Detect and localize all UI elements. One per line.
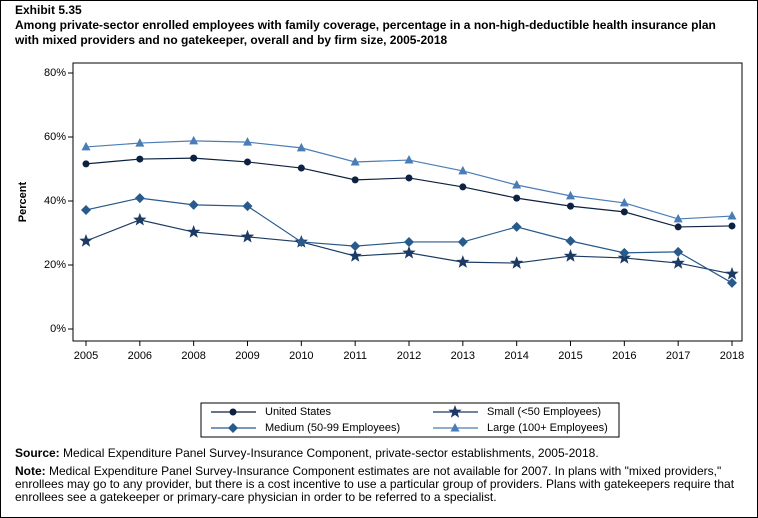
marker	[448, 405, 462, 418]
x-tick-label: 2013	[451, 350, 475, 362]
marker	[619, 247, 630, 258]
marker	[511, 221, 522, 232]
x-tick-label: 2008	[181, 350, 205, 362]
marker	[725, 267, 739, 280]
x-tick-label: 2018	[720, 350, 744, 362]
marker	[81, 141, 91, 151]
marker	[513, 194, 521, 202]
marker	[671, 256, 685, 269]
legend-label: Small (<50 Employees)	[487, 406, 601, 418]
series-line	[85, 157, 733, 228]
marker	[243, 137, 252, 146]
x-tick-label: 2015	[558, 350, 582, 362]
y-tick-label: 0%	[50, 323, 66, 335]
x-tick-label: 2016	[612, 350, 636, 362]
chart-title: Among private-sector enrolled employees …	[15, 18, 716, 47]
marker	[135, 138, 145, 147]
marker	[458, 165, 468, 175]
marker	[566, 190, 575, 200]
marker	[134, 193, 145, 204]
marker	[242, 201, 253, 212]
source: Source: Medical Expenditure Panel Survey…	[15, 447, 745, 460]
marker	[228, 423, 238, 433]
legend-box	[200, 402, 620, 438]
marker	[189, 135, 199, 145]
marker	[190, 154, 198, 162]
marker	[188, 199, 199, 210]
marker	[350, 241, 361, 252]
marker	[457, 236, 468, 247]
marker	[244, 158, 251, 166]
x-tick-label: 2009	[235, 350, 259, 362]
marker	[240, 229, 255, 243]
note-label: Note:	[15, 464, 46, 478]
marker	[450, 423, 460, 432]
marker	[563, 249, 578, 262]
note-text: Medical Expenditure Panel Survey-Insuran…	[15, 464, 735, 504]
marker	[619, 197, 629, 207]
marker	[674, 223, 682, 231]
marker	[296, 236, 307, 247]
y-tick-label: 20%	[44, 259, 66, 271]
marker	[404, 155, 414, 164]
marker	[673, 213, 683, 223]
y-tick-label: 60%	[44, 131, 66, 143]
marker	[727, 211, 737, 220]
marker	[567, 202, 574, 210]
y-tick-label: 80%	[44, 67, 66, 79]
header: Exhibit 5.35 Among private-sector enroll…	[15, 3, 735, 48]
marker	[79, 234, 93, 247]
marker	[350, 156, 360, 166]
legend-label: United States	[265, 406, 332, 418]
x-tick-label: 2012	[397, 350, 421, 362]
marker	[296, 142, 306, 152]
marker	[404, 236, 414, 247]
exhibit: Exhibit 5.35	[15, 3, 82, 17]
x-tick-label: 2011	[343, 350, 367, 362]
marker	[673, 246, 684, 257]
x-tick-label: 2017	[666, 350, 690, 362]
marker	[459, 183, 467, 191]
marker	[229, 408, 237, 416]
chart: 0% 20% 40% 60% 80% 2005 2006 2008 2009 2010 2011 20…	[17, 62, 744, 438]
marker	[82, 160, 90, 168]
marker	[402, 245, 416, 259]
marker	[405, 174, 413, 182]
marker	[136, 155, 144, 163]
marker	[728, 222, 736, 230]
marker	[456, 255, 470, 268]
x-tick-label: 2014	[504, 350, 528, 362]
marker	[297, 164, 305, 172]
marker	[620, 208, 628, 216]
source-text: Medical Expenditure Panel Survey-Insuran…	[63, 446, 599, 460]
marker	[512, 180, 522, 189]
legend-label: Medium (50-99 Employees)	[265, 422, 400, 434]
marker	[187, 225, 201, 238]
marker	[565, 236, 576, 246]
marker	[348, 249, 362, 262]
marker	[727, 277, 737, 288]
note: Note: Medical Expenditure Panel Survey-I…	[15, 465, 745, 504]
x-tick-label: 2005	[74, 350, 98, 362]
source-label: Source:	[15, 446, 60, 460]
marker	[133, 212, 147, 226]
y-tick-label: 40%	[44, 195, 66, 207]
marker	[351, 176, 359, 184]
x-tick-label: 2006	[128, 350, 152, 362]
x-tick-label: 2010	[289, 350, 313, 362]
legend-label: Large (100+ Employees)	[487, 422, 608, 434]
plot-frame	[72, 62, 743, 342]
marker	[81, 204, 91, 215]
y-axis-label: Percent	[17, 181, 29, 222]
marker	[510, 256, 524, 269]
